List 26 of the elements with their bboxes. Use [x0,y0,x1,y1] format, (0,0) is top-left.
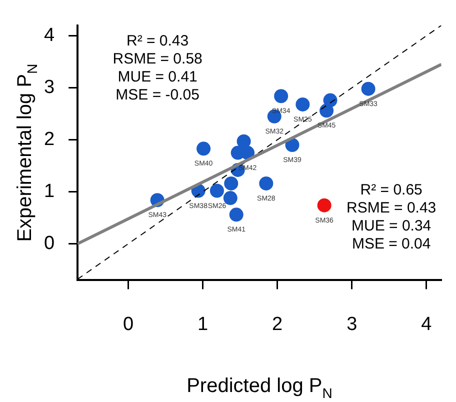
point [317,198,332,212]
x-tick-label: 4 [421,314,432,335]
point [320,104,334,118]
point [274,89,288,104]
x-tick-label: 3 [346,314,358,335]
point [259,176,274,190]
y-tick-label: 3 [44,77,55,98]
x-tick-label: 0 [122,314,134,335]
x-tick-label: 1 [198,314,208,335]
y-axis-title: Experimental log PN [14,64,40,242]
annotation: R² = 0.43 RSME = 0.58 MUE = 0.41 MSE = -0.05 [112,32,202,104]
point [230,146,245,160]
annotation: R² = 0.65 RSME = 0.43 MUE = 0.34 MSE = 0.04 [346,181,436,252]
point [361,82,376,96]
y-tick-label: 4 [44,25,55,46]
point [285,138,300,152]
point [236,134,251,148]
y-tick-label: 2 [44,129,55,150]
y-tick-label: 1 [44,181,55,202]
x-tick-label: 2 [272,314,283,335]
point [296,97,310,112]
point [210,184,224,198]
point [229,208,244,222]
y-tick-label: 0 [44,233,55,254]
point [196,142,211,156]
point [224,176,238,190]
